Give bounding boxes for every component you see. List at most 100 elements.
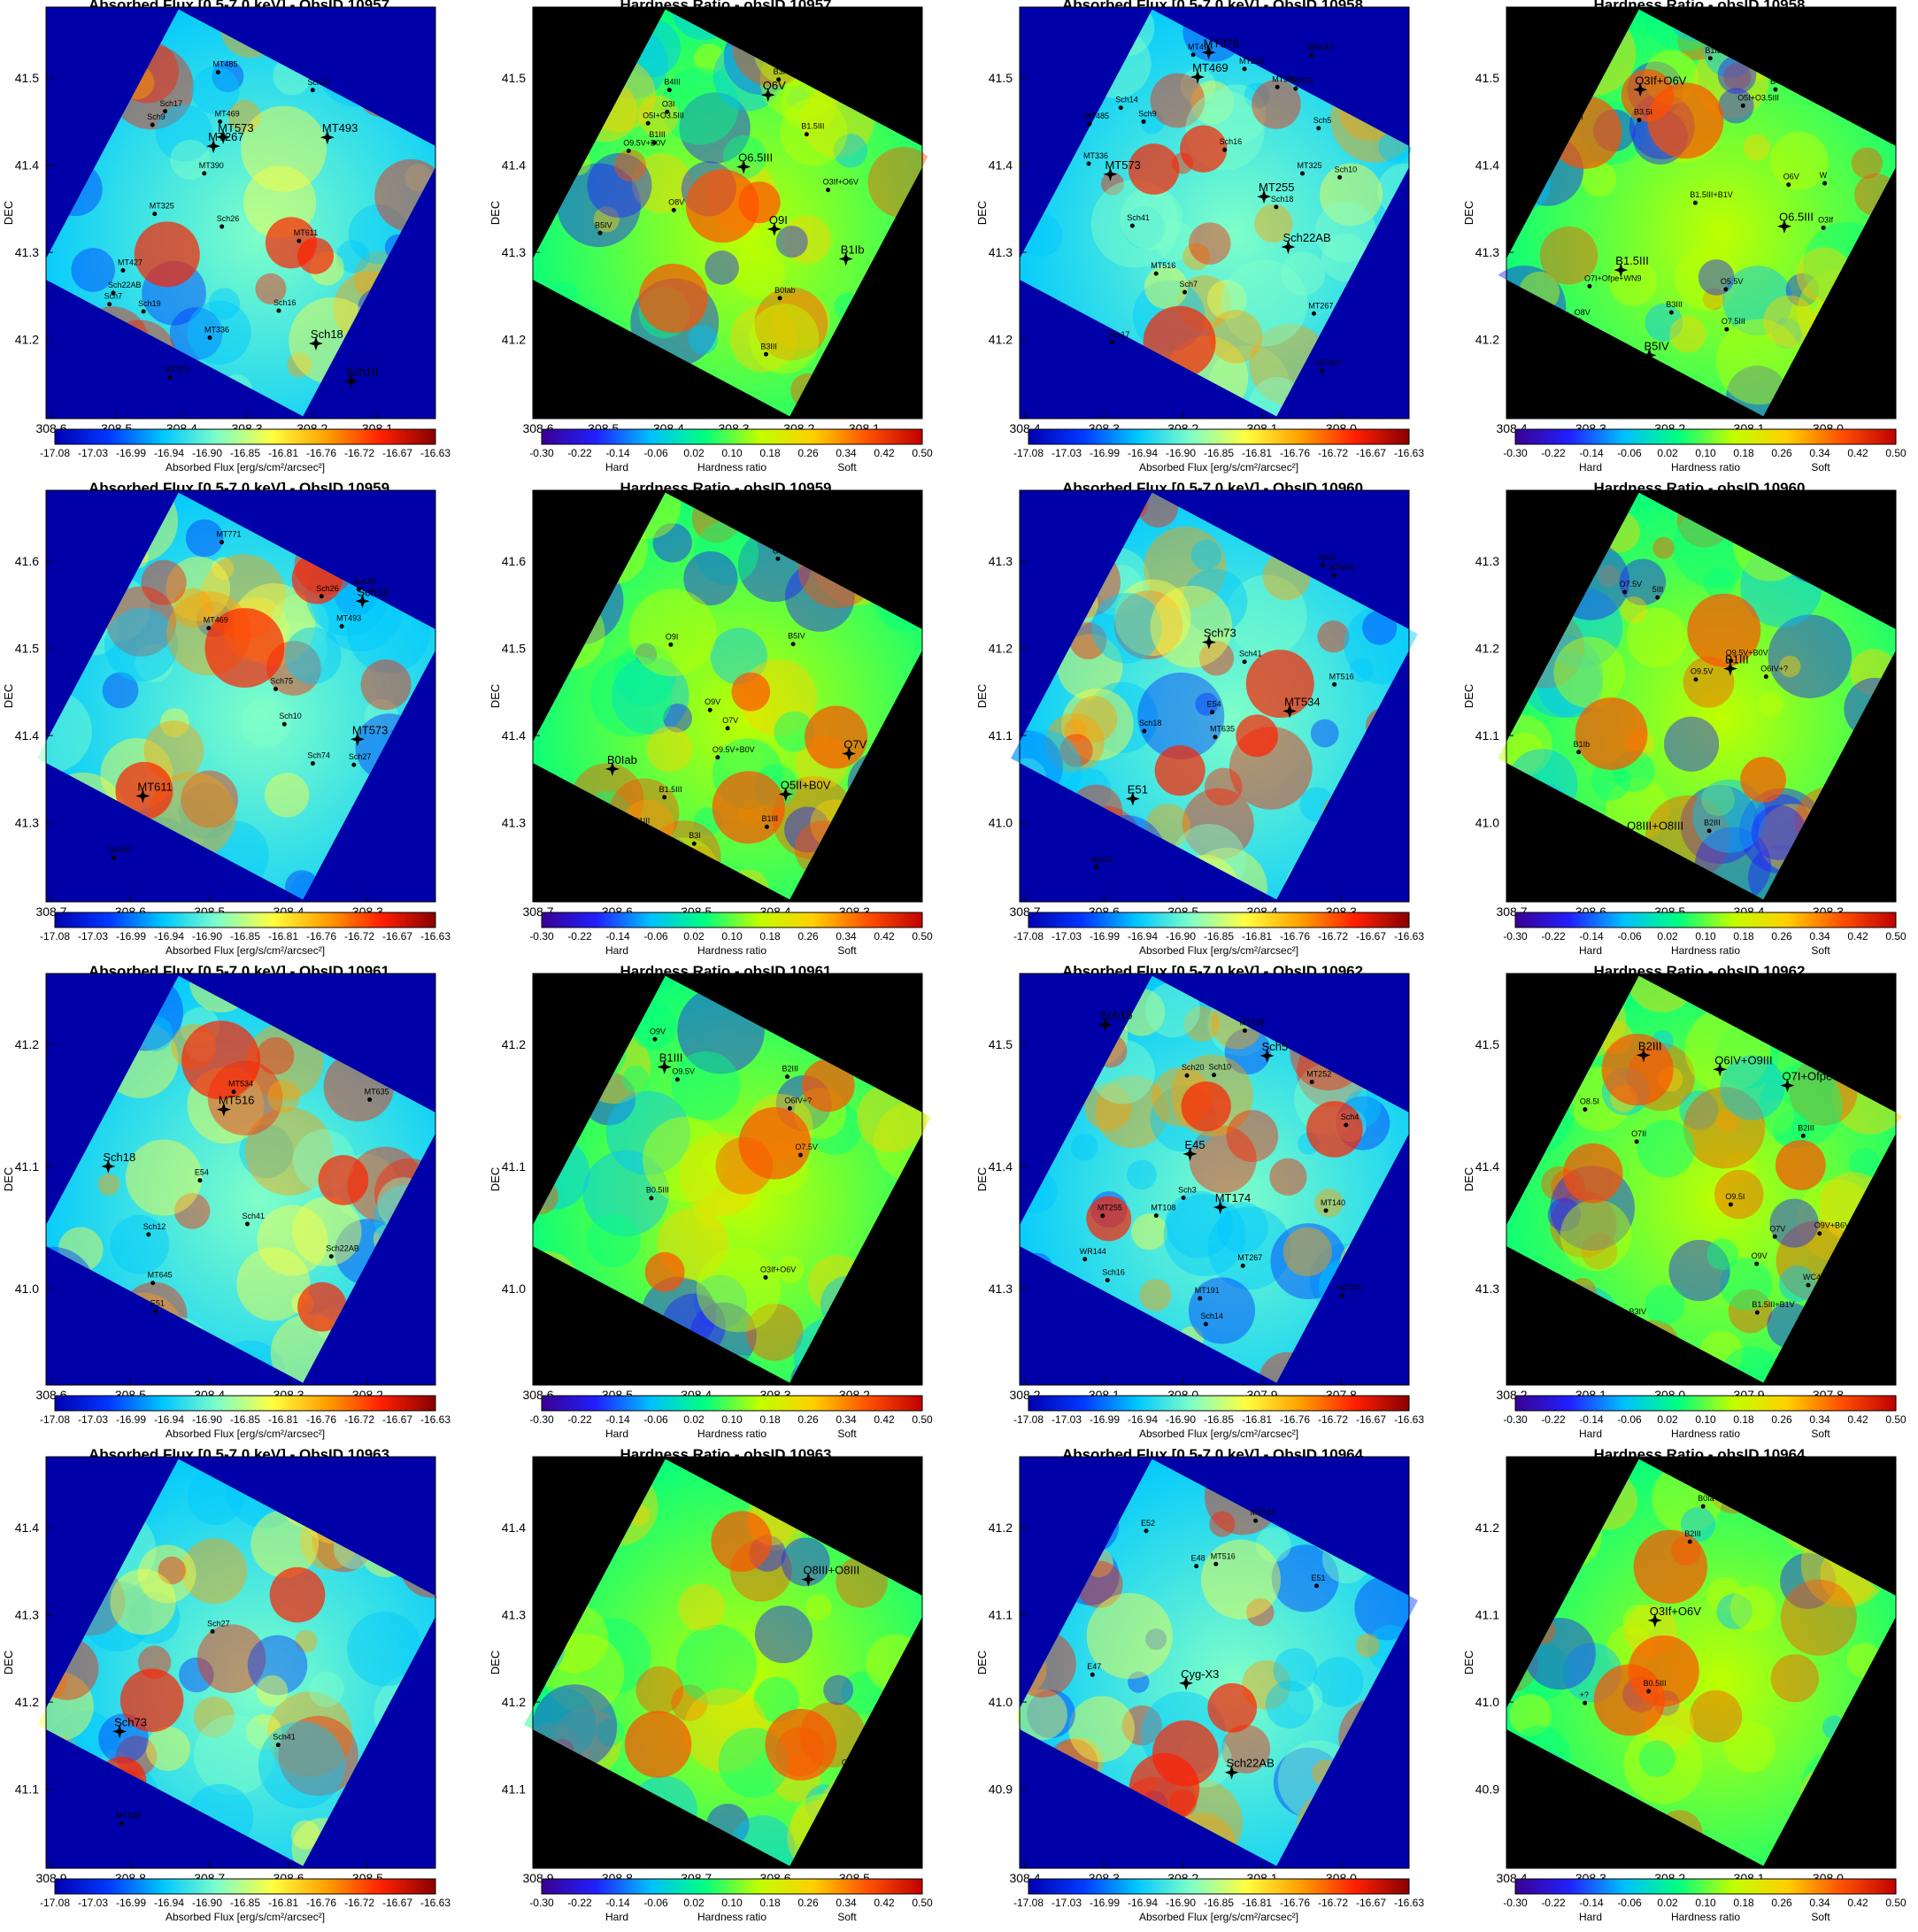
y-tick-label: 41.4	[15, 1520, 39, 1535]
source-marker: O7V	[842, 737, 867, 761]
colorbar-tick-label: 0.26	[1771, 1413, 1792, 1426]
source-label: O5.5V	[1721, 277, 1744, 286]
source-marker: B3.5I	[1634, 108, 1652, 123]
colorbar-mid-label: Hardness ratio	[1671, 461, 1740, 473]
source-marker: Cyg-X3	[1179, 1667, 1219, 1690]
colorbar-tick-label: -16.67	[382, 1413, 412, 1426]
colorbar-tick-label: 0.02	[683, 1897, 705, 1909]
colorbar-tick-label: 0.34	[836, 1897, 857, 1909]
source-label: MT516	[219, 1094, 254, 1107]
source-label: Sch41	[1239, 650, 1262, 658]
colorbar-tick-label: -17.08	[40, 1897, 70, 1909]
colorbar-tick-label: 0.18	[1733, 1413, 1754, 1426]
source-marker: B0.5III	[1644, 1679, 1667, 1694]
source-marker: E54	[1207, 700, 1221, 715]
source-marker: MT376	[1201, 36, 1239, 60]
source-marker: MT376	[165, 365, 189, 380]
source-marker: MT427	[1317, 358, 1342, 373]
source-label: B1Ib	[1705, 46, 1722, 55]
source-marker: O9III	[1568, 1328, 1585, 1343]
source-label: Sch74	[307, 751, 330, 760]
colorbar	[54, 428, 436, 445]
colorbar	[541, 912, 923, 928]
source-label: Sch10	[1335, 165, 1358, 173]
colorbar-tick-label: 0.42	[1847, 1413, 1868, 1426]
source-marker: B5IV	[788, 632, 805, 647]
source-marker: O7.5V	[1620, 580, 1642, 595]
source-marker: Sch18	[308, 327, 343, 351]
source-marker: MT573	[216, 121, 254, 144]
source-label: B1III	[659, 1051, 683, 1065]
y-tick-label: 41.3	[989, 554, 1013, 568]
source-label: B0.5III	[1644, 1679, 1667, 1688]
source-label: Sch14	[1115, 96, 1138, 104]
source-label: Sch27	[307, 78, 330, 87]
colorbar-tick-label: -0.22	[567, 1413, 592, 1426]
source-label: MT573	[218, 121, 253, 135]
colorbar-tick-label: -16.99	[116, 930, 146, 943]
source-marker: +?	[1580, 1690, 1589, 1705]
source-label: O7V	[1769, 1224, 1785, 1233]
colorbar	[54, 1395, 436, 1412]
source-label: Sch27	[349, 752, 372, 761]
heatmap-plot: MT469 MT325 MT336 MT493 MT427 MT376 Sch16 Sch15…	[975, 6, 1424, 473]
source-label: MT325	[1298, 161, 1322, 170]
source-label: O3If+O6V	[1635, 73, 1686, 87]
source-label: Sch18	[103, 1151, 135, 1164]
colorbar-hard-label: Hard	[1579, 461, 1602, 473]
source-marker: B1Ib	[838, 242, 865, 266]
colorbar-tick-label: 0.26	[1771, 930, 1792, 943]
colorbar-tick-label: -16.76	[306, 1897, 336, 1909]
y-tick-label: 41.5	[1475, 1037, 1499, 1051]
source-marker: B5IV	[595, 220, 612, 235]
source-marker: MT635	[365, 1087, 389, 1102]
source-marker: Sch74	[307, 751, 330, 766]
source-marker: MT427	[118, 258, 143, 273]
source-marker: E45	[1182, 1138, 1205, 1161]
source-label: Sch22AB	[1283, 231, 1330, 244]
colorbar-tick-label: -16.81	[268, 1413, 298, 1426]
source-label: B3I	[774, 67, 786, 76]
colorbar-label: Absorbed Flux [erg/s/cm²/arcsec²]	[1139, 461, 1298, 473]
source-label: Sch10	[346, 366, 379, 379]
colorbar-tick-label: -16.76	[1280, 930, 1310, 943]
source-label: MT390	[199, 161, 224, 170]
colorbar-tick-label: 0.42	[1847, 1897, 1868, 1909]
source-label: Sch41	[273, 1733, 296, 1742]
source-label: MT516	[1151, 261, 1175, 270]
colorbar-tick-label: -16.85	[230, 1413, 260, 1426]
colorbar-tick-label: -16.90	[1166, 930, 1196, 943]
panel-hr-5: Hardness Ratio - obsID 10959 O5II+B0V O7V O…	[487, 480, 972, 966]
colorbar-label: Absorbed Flux [erg/s/cm²/arcsec²]	[166, 461, 325, 473]
source-marker: B2III	[1704, 819, 1721, 834]
panel-hr-7: Hardness Ratio - obsID 10960 O8III+O8III O…	[1460, 480, 1918, 966]
source-marker: MT645	[1329, 563, 1353, 578]
source-marker: Sch41	[273, 1733, 296, 1748]
source-label: B2III	[1567, 113, 1583, 122]
source-label: O6V	[763, 79, 786, 92]
source-label: O9.5V+B0V	[1726, 649, 1768, 658]
source-label: 5III	[1652, 585, 1664, 594]
colorbar	[541, 1878, 923, 1895]
colorbar-tick-label: -16.81	[268, 447, 298, 459]
source-marker: B1III	[649, 130, 666, 145]
colorbar-tick-label: 0.42	[874, 447, 895, 459]
source-label: B3III	[760, 342, 777, 350]
source-label: E51	[1312, 1574, 1326, 1582]
source-label: B1Ib	[841, 242, 865, 256]
panel-hr-1: Hardness Ratio - obsID 10957 O9I O7V B1III B…	[487, 0, 972, 482]
source-marker: O7V	[1769, 1224, 1785, 1239]
source-marker: Sch7	[104, 292, 122, 307]
source-marker: B3III	[760, 342, 777, 357]
source-marker: B1Ib	[790, 998, 815, 1021]
source-label: MT493	[336, 614, 361, 623]
source-marker: B1III	[634, 817, 650, 832]
source-label: WC4	[1803, 1273, 1821, 1282]
colorbar-tick-label: 0.10	[1695, 1413, 1716, 1426]
source-marker: O9I	[666, 632, 678, 647]
source-marker: B1III	[657, 1051, 683, 1074]
colorbar-hard-label: Hard	[1579, 1428, 1602, 1440]
